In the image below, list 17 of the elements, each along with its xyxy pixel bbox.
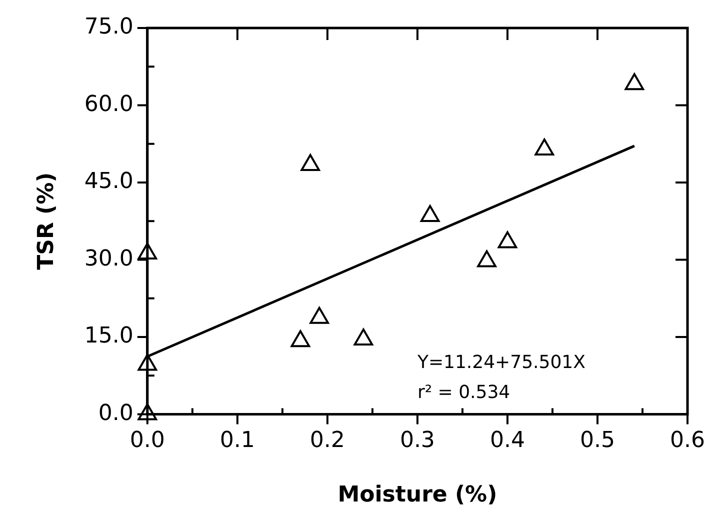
- y-tick-label: 0.0: [98, 400, 134, 426]
- annotation: r² = 0.534: [417, 382, 510, 404]
- x-tick-label: 0.2: [310, 428, 345, 454]
- x-tick-label: 0.0: [130, 428, 165, 454]
- y-axis-title: TSR (%): [34, 172, 59, 270]
- x-tick-label: 0.6: [670, 428, 706, 454]
- annotation: Y=11.24+75.501X: [416, 352, 586, 374]
- x-axis-title: Moisture (%): [338, 482, 498, 508]
- x-tick-label: 0.3: [400, 428, 435, 454]
- x-tick-label: 0.5: [580, 428, 615, 454]
- y-tick-label: 45.0: [84, 169, 134, 194]
- x-tick-label: 0.1: [220, 428, 255, 454]
- y-tick-label: 75.0: [84, 14, 134, 40]
- y-tick-label: 60.0: [84, 92, 134, 117]
- x-tick-label: 0.4: [490, 428, 525, 454]
- y-tick-label: 30.0: [84, 246, 134, 272]
- y-tick-label: 15.0: [84, 324, 134, 349]
